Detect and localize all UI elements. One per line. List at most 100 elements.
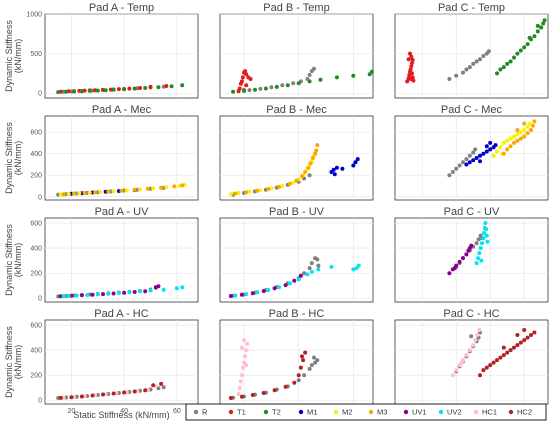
- data-point-uv1: [292, 278, 297, 283]
- data-point-r: [161, 385, 166, 390]
- data-point-uv2: [233, 293, 238, 298]
- data-point-t1: [127, 86, 132, 91]
- data-point-hc2: [488, 363, 493, 368]
- data-point-t1: [410, 58, 415, 62]
- data-point-t2: [522, 45, 527, 50]
- data-point-r: [457, 163, 462, 168]
- data-point-t2: [535, 23, 540, 28]
- data-point-uv1: [283, 283, 288, 288]
- data-point-uv2: [485, 239, 490, 244]
- data-point-m1: [331, 167, 336, 172]
- data-point-hc1: [459, 360, 464, 365]
- data-point-hc2: [228, 396, 233, 400]
- y-tick-label: 0: [38, 194, 42, 201]
- data-point-m3: [508, 144, 513, 149]
- data-point-hc2: [515, 333, 520, 337]
- data-point-t2: [103, 88, 108, 93]
- data-point-m3: [315, 143, 320, 148]
- panel-pad-c-mec: Pad C - Mec: [394, 104, 549, 201]
- data-point-t2: [56, 90, 61, 95]
- y-tick-label: 200: [30, 173, 42, 180]
- data-point-hc1: [244, 363, 249, 368]
- data-point-r: [312, 66, 316, 71]
- data-point-m3: [313, 151, 318, 156]
- data-point-r: [307, 173, 312, 178]
- y-tick-label: 400: [30, 246, 42, 253]
- data-point-m2: [508, 136, 513, 141]
- data-point-t2: [253, 87, 257, 92]
- data-point-uv1: [452, 266, 457, 271]
- plot-frame: [394, 217, 549, 303]
- panel-pad-a-uv: 0 200 400 600 Pad A - UV: [30, 206, 199, 303]
- data-point-r: [474, 59, 479, 64]
- panel-pad-c-uv: Pad C - UV: [394, 206, 549, 303]
- data-point-r: [486, 49, 491, 54]
- data-point-m1: [478, 159, 482, 164]
- data-point-m3: [61, 192, 66, 197]
- data-point-t2: [535, 29, 540, 34]
- data-point-uv2: [484, 227, 489, 232]
- data-point-hc1: [450, 373, 455, 378]
- data-point-uv2: [476, 256, 480, 261]
- data-point-t1: [138, 86, 142, 90]
- data-point-uv2: [482, 231, 487, 235]
- data-point-uv2: [329, 264, 334, 269]
- data-point-m2: [501, 140, 506, 145]
- data-point-uv1: [461, 256, 465, 261]
- y-tick-label: 400: [30, 348, 42, 355]
- legend-label: R: [202, 408, 208, 417]
- data-point-hc2: [79, 394, 84, 399]
- data-point-uv1: [101, 292, 105, 297]
- data-point-uv2: [477, 251, 482, 256]
- data-point-t2: [263, 86, 268, 91]
- data-point-t1: [408, 77, 413, 81]
- data-point-t1: [409, 64, 414, 69]
- data-point-t1: [244, 72, 249, 77]
- data-point-uv2: [66, 293, 71, 298]
- data-point-m1: [478, 153, 482, 158]
- data-point-t2: [180, 83, 185, 88]
- legend-label: M1: [307, 408, 317, 417]
- data-point-uv1: [250, 291, 255, 296]
- panel-pad-a-mec: 0 200 400 600 Pad A - Mec: [30, 104, 199, 201]
- data-point-m2: [518, 130, 523, 135]
- data-point-uv1: [457, 259, 462, 264]
- data-point-r: [481, 54, 486, 58]
- data-point-m2: [291, 180, 296, 185]
- data-point-m1: [493, 143, 498, 148]
- legend-marker-t2: [263, 409, 269, 415]
- panel-pad-a-hc: 0 200 400 600 20 40 60 Pad A - HC: [30, 308, 199, 415]
- data-point-uv1: [464, 252, 469, 257]
- data-point-t2: [518, 48, 523, 53]
- data-point-hc2: [495, 358, 499, 363]
- data-point-r: [454, 73, 459, 78]
- data-point-t2: [132, 86, 137, 91]
- data-point-m2: [98, 190, 103, 194]
- data-point-t2: [122, 87, 127, 92]
- data-point-uv2: [174, 286, 179, 291]
- legend-label: UV2: [447, 408, 462, 417]
- data-point-uv2: [148, 288, 153, 293]
- data-point-r: [474, 241, 479, 246]
- data-point-uv2: [74, 293, 79, 298]
- legend-marker-uv1: [403, 409, 409, 415]
- data-point-hc2: [301, 358, 306, 363]
- data-point-m3: [306, 165, 311, 170]
- data-point-m3: [82, 191, 87, 195]
- data-point-t2: [351, 73, 356, 78]
- data-point-t2: [542, 18, 547, 23]
- data-point-uv2: [351, 267, 356, 272]
- data-point-m1: [488, 140, 493, 145]
- data-point-hc2: [512, 345, 516, 350]
- data-point-r: [478, 57, 482, 62]
- data-point-r: [312, 355, 316, 360]
- plot-frame: [219, 13, 374, 99]
- data-point-uv1: [143, 289, 148, 294]
- legend-marker-m1: [298, 409, 304, 415]
- data-point-hc1: [245, 341, 250, 346]
- data-point-t2: [72, 89, 76, 94]
- data-point-r: [309, 363, 314, 368]
- legend-marker-r: [193, 409, 199, 415]
- legend-label: T2: [272, 408, 281, 417]
- panel-title: Pad A - UV: [95, 206, 149, 218]
